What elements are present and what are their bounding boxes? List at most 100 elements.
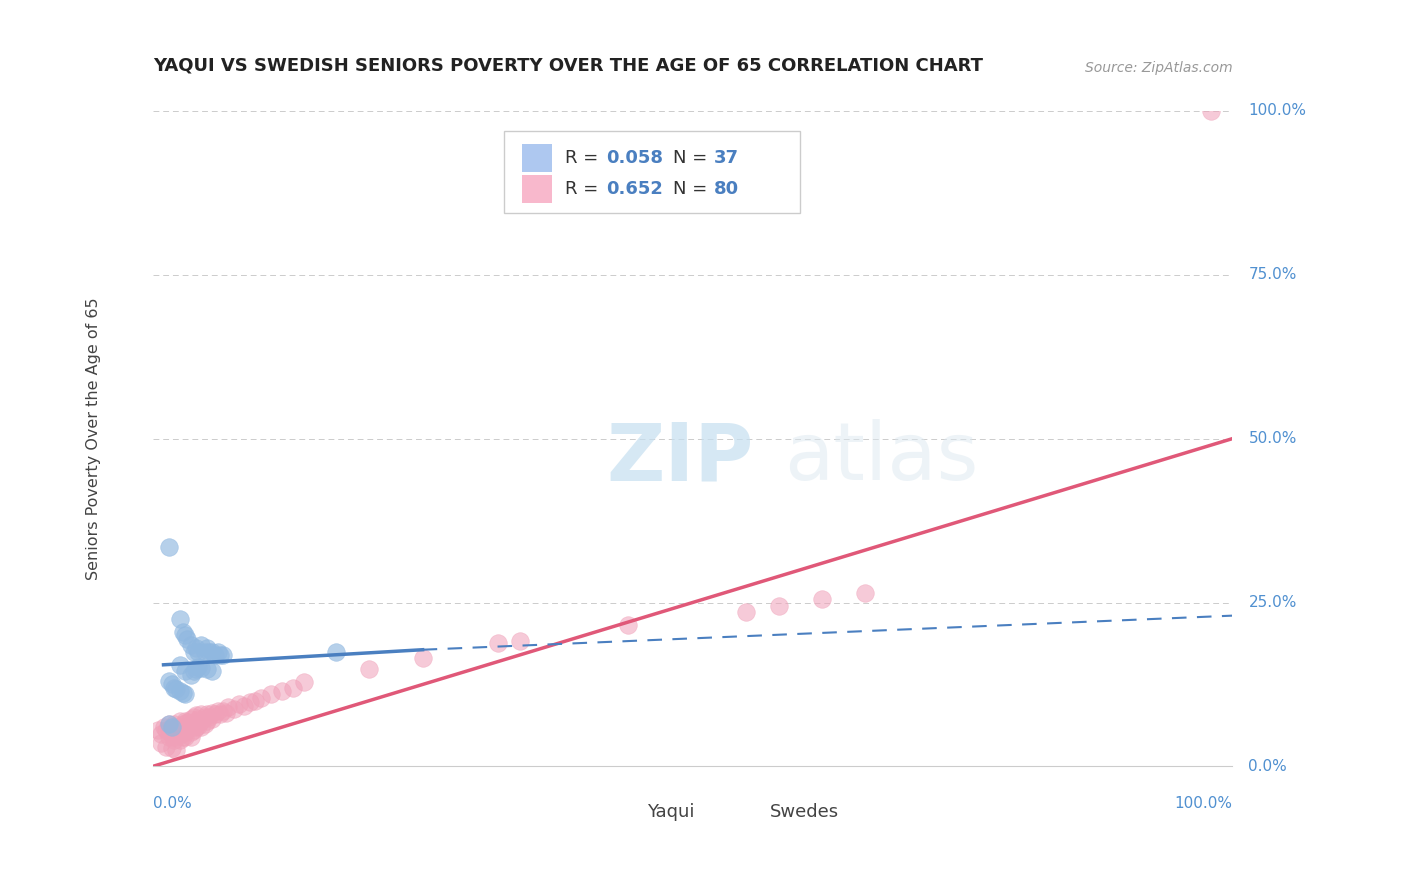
Point (768, 599, 790, 613)
Point (207, 645, 229, 659)
Point (155, 723, 177, 738)
Text: R =: R = (565, 180, 605, 198)
Point (160, 677, 183, 691)
Point (217, 700, 239, 714)
Text: 0.0%: 0.0% (1249, 759, 1288, 774)
Point (180, 638, 202, 652)
Point (212, 704, 235, 718)
Point (169, 714, 191, 728)
FancyBboxPatch shape (503, 130, 800, 212)
Text: 100.0%: 100.0% (1174, 796, 1232, 811)
Point (174, 730, 197, 744)
Point (204, 648, 226, 662)
Text: ZIP: ZIP (606, 419, 754, 498)
Point (180, 667, 202, 681)
Point (811, 592, 834, 607)
Text: N =: N = (673, 180, 713, 198)
Point (509, 633, 531, 648)
Point (157, 540, 180, 554)
Point (201, 712, 224, 726)
Point (325, 645, 347, 659)
Point (163, 733, 186, 747)
Point (160, 726, 183, 740)
Point (190, 720, 212, 734)
Text: 0.058: 0.058 (606, 149, 664, 167)
Point (281, 681, 304, 695)
Point (169, 723, 191, 738)
Point (187, 659, 209, 673)
Point (245, 694, 267, 708)
Point (486, 636, 509, 650)
Text: 0.0%: 0.0% (153, 796, 191, 811)
Point (184, 662, 207, 676)
Point (169, 612, 191, 626)
Point (180, 719, 202, 733)
Bar (606, 803, 641, 822)
Point (166, 743, 188, 757)
Point (172, 730, 194, 744)
Text: Seniors Poverty Over the Age of 65: Seniors Poverty Over the Age of 65 (86, 297, 101, 580)
Point (193, 710, 215, 724)
Text: YAQUI VS SWEDISH SENIORS POVERTY OVER THE AGE OF 65 CORRELATION CHART: YAQUI VS SWEDISH SENIORS POVERTY OVER TH… (153, 57, 983, 75)
Point (1199, 103, 1222, 118)
Point (166, 726, 188, 740)
Point (412, 651, 434, 665)
Point (157, 674, 180, 689)
Point (190, 638, 212, 652)
Point (174, 665, 197, 679)
Text: Yaqui: Yaqui (647, 804, 695, 822)
Text: 50.0%: 50.0% (1249, 431, 1296, 446)
Point (357, 662, 380, 676)
Point (172, 686, 194, 700)
Point (208, 648, 231, 662)
Point (169, 684, 191, 698)
Point (163, 723, 186, 738)
Point (169, 728, 191, 742)
Bar (730, 803, 765, 822)
Point (249, 690, 271, 705)
Point (163, 730, 186, 744)
Point (190, 714, 212, 728)
Point (157, 723, 180, 738)
Point (166, 720, 188, 734)
Text: Source: ZipAtlas.com: Source: ZipAtlas.com (1084, 61, 1232, 75)
Point (172, 625, 194, 640)
Point (195, 706, 218, 721)
Point (174, 725, 197, 739)
Point (174, 720, 197, 734)
Point (616, 618, 638, 632)
Point (190, 661, 212, 675)
Point (222, 702, 245, 716)
Point (169, 733, 191, 747)
Point (150, 736, 173, 750)
Point (172, 723, 194, 738)
Point (169, 720, 191, 734)
Point (201, 665, 224, 679)
Point (193, 645, 215, 659)
Point (853, 585, 876, 599)
Point (195, 662, 218, 676)
Point (174, 687, 197, 701)
Point (174, 714, 197, 728)
Text: Swedes: Swedes (770, 804, 839, 822)
Point (157, 716, 180, 731)
Bar (522, 175, 553, 202)
Point (201, 706, 224, 720)
Point (208, 706, 231, 721)
Point (195, 714, 218, 728)
Point (183, 645, 205, 659)
Point (152, 720, 174, 734)
Point (239, 695, 262, 709)
Text: atlas: atlas (785, 419, 979, 498)
Point (183, 710, 205, 724)
Point (184, 708, 207, 723)
Point (184, 641, 207, 656)
Point (160, 720, 183, 734)
Point (157, 716, 180, 731)
Point (193, 716, 215, 731)
Point (215, 706, 238, 720)
Point (195, 641, 218, 656)
Point (184, 714, 207, 729)
Point (176, 714, 198, 729)
Point (180, 712, 202, 726)
